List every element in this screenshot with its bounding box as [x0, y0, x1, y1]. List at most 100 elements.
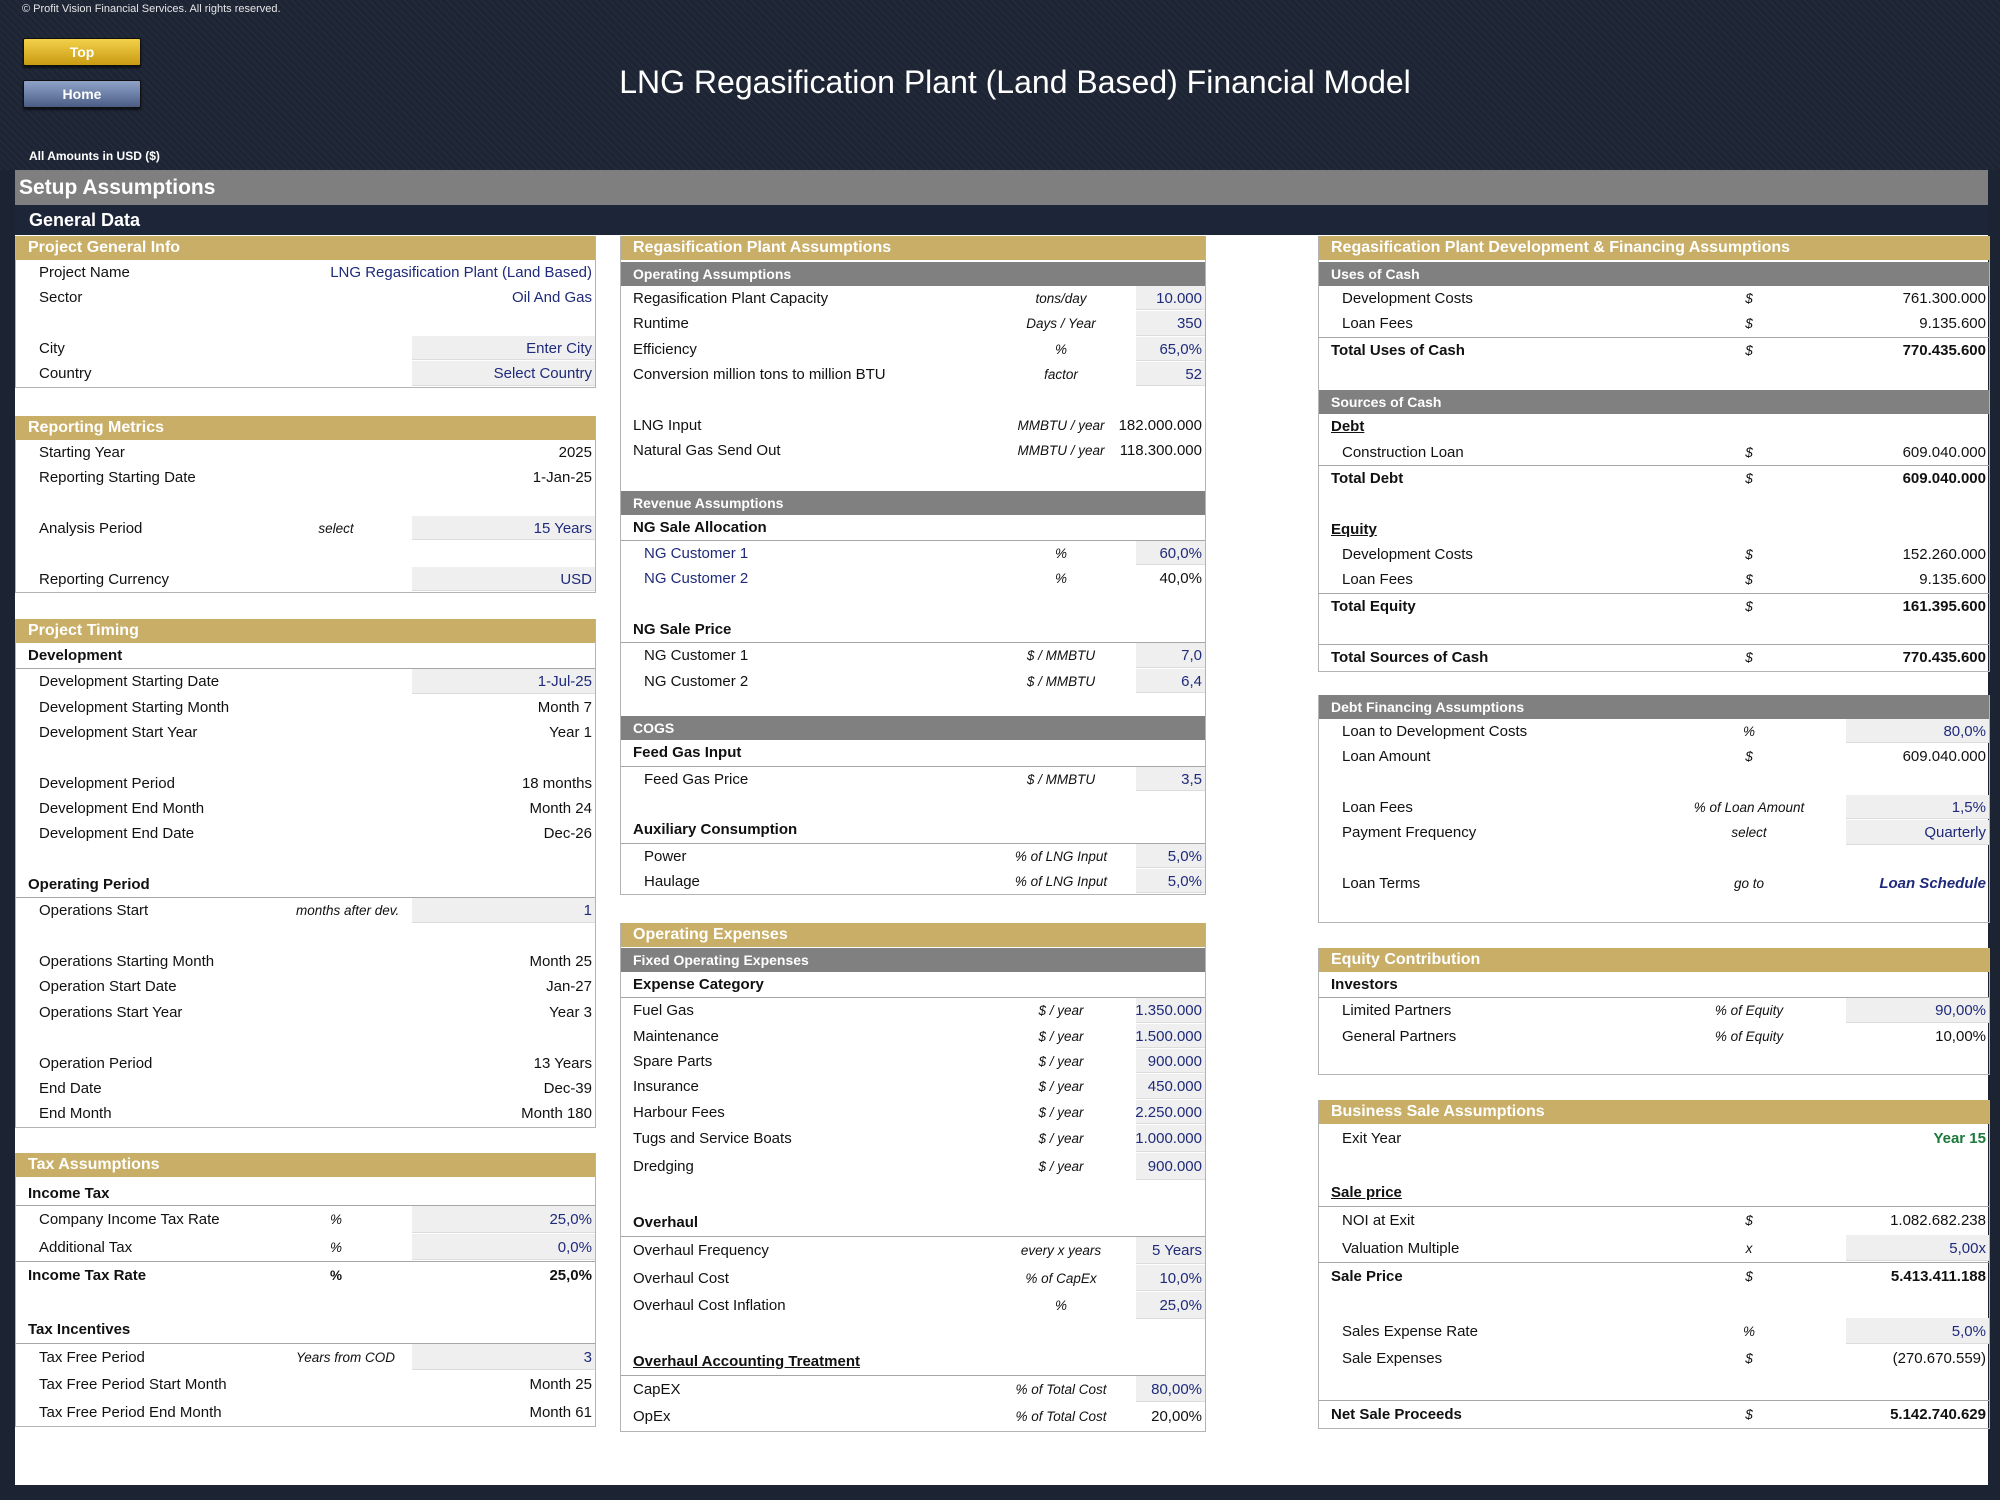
- unit: factor: [1044, 367, 1078, 383]
- opex-item-input[interactable]: 450.000: [1147, 1078, 1202, 1096]
- label: Feed Gas Price: [644, 770, 749, 788]
- label: NOI at Exit: [1342, 1212, 1415, 1229]
- total-uses-value: 770.435.600: [1902, 341, 1986, 359]
- section-title: Project Timing: [16, 619, 595, 643]
- overhaul-cost-input[interactable]: 10,0%: [1159, 1269, 1202, 1287]
- dev-period-value: 18 months: [521, 774, 592, 792]
- country-select[interactable]: Select Country: [493, 365, 592, 383]
- ng-customer-2-share-value: 40,0%: [1159, 570, 1202, 588]
- loan-fees-value: 9.135.600: [1919, 315, 1986, 333]
- subheading: Expense Category: [633, 976, 764, 993]
- dev-start-date-input[interactable]: 1-Jul-25: [537, 673, 592, 691]
- unit: % of Equity: [1714, 1028, 1784, 1044]
- subsection-title: COGS: [621, 716, 1205, 741]
- section-title: Debt Financing Assumptions: [1319, 695, 1989, 719]
- subsection-title: Fixed Operating Expenses: [621, 948, 1205, 972]
- efficiency-input[interactable]: 65,0%: [1159, 340, 1202, 358]
- unit: %: [1054, 341, 1067, 357]
- limited-partners-input[interactable]: 90,00%: [1935, 1002, 1986, 1020]
- company-tax-rate-input[interactable]: 25,0%: [549, 1211, 592, 1228]
- development-costs-value: 761.300.000: [1902, 290, 1986, 307]
- dev-start-year-value: Year 1: [549, 724, 592, 742]
- unit: %: [1054, 546, 1067, 562]
- loan-schedule-link[interactable]: Loan Schedule: [1879, 875, 1986, 893]
- subsection-title: Uses of Cash: [1319, 262, 1989, 286]
- label: Income Tax Rate: [28, 1267, 147, 1284]
- section-title: Reporting Metrics: [16, 416, 595, 440]
- tax-free-period-input[interactable]: 3: [583, 1348, 592, 1366]
- setup-assumptions-header: Setup Assumptions: [15, 170, 1988, 205]
- opex-item-input[interactable]: 2.250.000: [1135, 1103, 1202, 1121]
- additional-tax-input[interactable]: 0,0%: [557, 1238, 592, 1256]
- sector-value[interactable]: Oil And Gas: [511, 289, 592, 307]
- opex-item-input[interactable]: 900.000: [1147, 1158, 1202, 1176]
- label: Total Equity: [1331, 597, 1416, 615]
- city-input[interactable]: Enter City: [526, 340, 592, 358]
- unit: $: [1745, 342, 1753, 358]
- top-button[interactable]: Top: [23, 38, 141, 66]
- unit: tons/day: [1035, 291, 1087, 306]
- label: General Partners: [1342, 1027, 1457, 1045]
- label: Power: [644, 847, 687, 865]
- label: Tax Free Period End Month: [39, 1403, 222, 1421]
- payment-frequency-select[interactable]: Quarterly: [1924, 824, 1986, 842]
- label: Development Starting Month: [39, 698, 230, 716]
- label: NG Customer 1: [644, 647, 749, 665]
- general-data-header: General Data: [15, 205, 1988, 235]
- label: Exit Year: [1342, 1130, 1402, 1147]
- conversion-factor-input[interactable]: 52: [1185, 366, 1202, 384]
- opex-item-input[interactable]: 1.350.000: [1135, 1002, 1202, 1020]
- unit: $ / MMBTU: [1026, 673, 1096, 689]
- unit: select: [318, 521, 354, 537]
- power-input[interactable]: 5,0%: [1167, 847, 1202, 865]
- ng-customer-2-price-input[interactable]: 6,4: [1181, 672, 1202, 690]
- label: NG Customer 2: [644, 570, 749, 588]
- loan-fees-rate-input[interactable]: 1,5%: [1951, 799, 1986, 817]
- ops-start-input[interactable]: 1: [583, 902, 592, 920]
- loan-to-dev-costs-input[interactable]: 80,0%: [1943, 723, 1986, 740]
- currency-select[interactable]: USD: [560, 570, 592, 588]
- unit: $: [1745, 1213, 1753, 1228]
- sheet-area: Project General Info Project Name LNG Reg…: [15, 235, 1990, 1485]
- tfp-end-month-value: Month 61: [529, 1403, 592, 1421]
- project-name-value[interactable]: LNG Regasification Plant (Land Based): [330, 264, 592, 281]
- opex-item-label: Fuel Gas: [633, 1002, 694, 1020]
- opex-item-input[interactable]: 1.000.000: [1135, 1130, 1202, 1148]
- unit: $ / year: [1038, 1131, 1084, 1147]
- analysis-period-select[interactable]: 15 Years: [533, 520, 592, 538]
- lng-input-value: 182.000.000: [1118, 416, 1202, 434]
- overhaul-inflation-input[interactable]: 25,0%: [1159, 1297, 1202, 1315]
- unit: %: [1054, 1298, 1067, 1314]
- opex-item-input[interactable]: 1.500.000: [1135, 1027, 1202, 1045]
- sales-expense-rate-input[interactable]: 5,0%: [1951, 1322, 1986, 1340]
- subheading: Investors: [1331, 976, 1398, 993]
- ng-customer-1-price-input[interactable]: 7,0: [1181, 647, 1202, 665]
- subheading: Overhaul Accounting Treatment: [633, 1352, 860, 1370]
- label: Project Name: [39, 264, 130, 281]
- unit: %: [329, 1239, 342, 1255]
- section-title: Operating Expenses: [621, 923, 1205, 947]
- runtime-input[interactable]: 350: [1176, 315, 1202, 333]
- header-band: © Profit Vision Financial Services. All …: [0, 0, 2000, 170]
- overhaul-frequency-input[interactable]: 5 Years: [1151, 1242, 1202, 1260]
- unit: % of LNG Input: [1014, 848, 1108, 864]
- capex-share-input[interactable]: 80,00%: [1151, 1380, 1202, 1398]
- plant-capacity-input[interactable]: 10.000: [1156, 290, 1202, 307]
- sale-expenses-value: (270.670.559): [1892, 1350, 1986, 1367]
- home-button[interactable]: Home: [23, 80, 141, 108]
- tfp-start-month-value: Month 25: [529, 1376, 592, 1394]
- ng-customer-1-share-input[interactable]: 60,0%: [1159, 545, 1202, 563]
- exit-year-value[interactable]: Year 15: [1933, 1130, 1986, 1147]
- label: Total Uses of Cash: [1331, 341, 1465, 359]
- label: Overhaul Cost: [633, 1269, 729, 1287]
- label: Loan to Development Costs: [1342, 723, 1528, 740]
- valuation-multiple-input[interactable]: 5,00x: [1949, 1239, 1986, 1257]
- net-sale-proceeds-value: 5.142.740.629: [1890, 1405, 1986, 1423]
- haulage-input[interactable]: 5,0%: [1167, 872, 1202, 890]
- opex-item-input[interactable]: 900.000: [1147, 1053, 1202, 1071]
- opex-item-label: Spare Parts: [633, 1053, 713, 1071]
- total-sources-value: 770.435.600: [1902, 649, 1986, 667]
- unit: $: [1745, 1269, 1753, 1284]
- unit: $ / year: [1038, 1028, 1084, 1044]
- feed-gas-price-input[interactable]: 3,5: [1181, 770, 1202, 788]
